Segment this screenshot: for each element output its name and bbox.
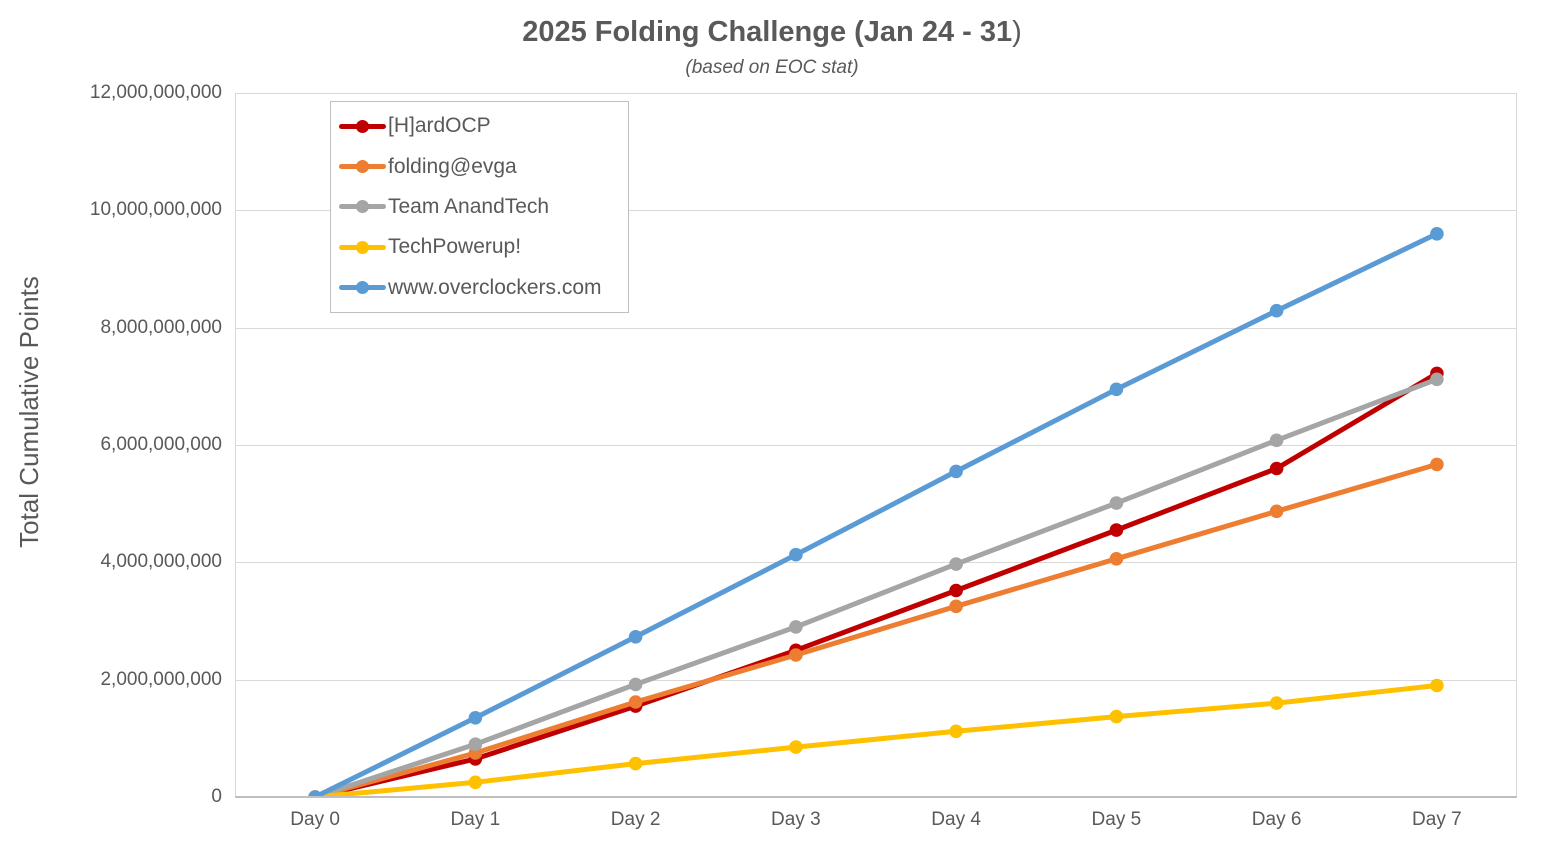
chart-title: 2025 Folding Challenge (Jan 24 - 31) bbox=[0, 16, 1544, 49]
data-point-dot bbox=[789, 620, 803, 634]
legend-line-marker-icon bbox=[339, 200, 386, 214]
legend-line-marker-icon bbox=[339, 240, 386, 254]
y-tick-label: 2,000,000,000 bbox=[100, 668, 222, 690]
gridline bbox=[235, 93, 1517, 94]
legend-label: [H]ardOCP bbox=[388, 114, 491, 138]
x-tick-label: Day 6 bbox=[1251, 809, 1302, 830]
data-point-dot bbox=[1269, 433, 1284, 448]
data-point-dot bbox=[1269, 504, 1284, 519]
data-point-dot bbox=[1109, 523, 1124, 537]
legend-line-marker-icon bbox=[339, 119, 386, 133]
legend-marker-dot bbox=[356, 160, 369, 174]
legend-item: www.overclockers.com bbox=[339, 276, 628, 300]
data-point-dot bbox=[789, 547, 803, 562]
legend-marker-dot bbox=[356, 281, 369, 295]
x-tick-label: Day 5 bbox=[1091, 809, 1142, 830]
data-point-dot bbox=[1269, 461, 1284, 476]
data-point-dot bbox=[789, 740, 803, 754]
data-point-dot bbox=[1269, 303, 1284, 318]
data-point-dot bbox=[1430, 678, 1444, 693]
x-axis-line bbox=[235, 796, 1517, 798]
series-line bbox=[312, 231, 1440, 797]
y-tick-label: 8,000,000,000 bbox=[100, 316, 222, 338]
y-tick-label: 4,000,000,000 bbox=[100, 551, 222, 573]
plot-area bbox=[235, 93, 1517, 798]
x-tick-label: Day 3 bbox=[771, 809, 821, 830]
legend: [H]ardOCP folding@evga Team AnandTech TechP… bbox=[330, 101, 629, 313]
chart-title-main: 2025 Folding Challenge (Jan 24 - 31 bbox=[522, 16, 1013, 48]
legend-label: TechPowerup! bbox=[388, 235, 522, 259]
series-line bbox=[312, 376, 1440, 797]
legend-line-marker-icon bbox=[339, 281, 386, 295]
y-tick-label: 6,000,000,000 bbox=[100, 434, 222, 455]
x-tick-label: Day 4 bbox=[931, 809, 981, 830]
y-tick-label: 0 bbox=[211, 786, 222, 807]
legend-label: folding@evga bbox=[388, 154, 517, 178]
data-point-dot bbox=[1109, 382, 1124, 397]
series-plot bbox=[308, 227, 1444, 797]
data-point-dot bbox=[628, 695, 643, 709]
data-point-dot bbox=[949, 724, 963, 739]
legend-item: TechPowerup! bbox=[339, 235, 628, 259]
data-point-dot bbox=[308, 790, 322, 797]
legend-item: Team AnandTech bbox=[339, 195, 628, 219]
data-point-dot bbox=[1109, 709, 1124, 724]
legend-label: Team AnandTech bbox=[388, 194, 550, 218]
gridline bbox=[235, 445, 1517, 446]
series-line bbox=[312, 461, 1440, 797]
data-point-dot bbox=[949, 599, 963, 614]
data-point-dot bbox=[628, 756, 643, 771]
data-point-dot bbox=[1269, 696, 1284, 710]
legend-marker-dot bbox=[356, 119, 369, 133]
data-point-dot bbox=[1109, 496, 1124, 510]
series-line bbox=[312, 370, 1440, 797]
chart-title-paren: ) bbox=[1012, 16, 1022, 48]
legend-line-marker-icon bbox=[339, 160, 386, 174]
x-tick-label: Day 2 bbox=[610, 809, 661, 830]
series-line bbox=[312, 683, 1440, 797]
data-point-dot bbox=[468, 775, 483, 790]
chart-subtitle: (based on EOC stat) bbox=[685, 57, 859, 78]
x-tick-label: Day 0 bbox=[290, 809, 340, 830]
data-point-dot bbox=[1109, 552, 1124, 566]
legend-item: folding@evga bbox=[339, 155, 628, 179]
data-point-dot bbox=[468, 711, 483, 725]
data-point-dot bbox=[1430, 457, 1444, 472]
data-point-dot bbox=[1430, 372, 1444, 387]
y-tick-label: 12,000,000,000 bbox=[89, 82, 222, 103]
gridline bbox=[235, 210, 1517, 212]
data-point-dot bbox=[789, 648, 803, 662]
data-point-dot bbox=[1430, 227, 1444, 241]
x-tick-label: Day 7 bbox=[1412, 809, 1462, 830]
legend-label: www.overclockers.com bbox=[388, 275, 602, 299]
gridline bbox=[235, 562, 1517, 564]
legend-item: [H]ardOCP bbox=[339, 114, 628, 138]
gridline bbox=[235, 327, 1517, 329]
gridline bbox=[235, 679, 1517, 681]
legend-marker-dot bbox=[356, 200, 369, 214]
data-point-dot bbox=[628, 630, 643, 644]
y-tick-label: 10,000,000,000 bbox=[89, 199, 222, 221]
data-point-dot bbox=[949, 464, 963, 479]
data-point-dot bbox=[628, 677, 643, 692]
data-point-dot bbox=[468, 737, 483, 751]
x-tick-label: Day 1 bbox=[450, 809, 501, 830]
legend-marker-dot bbox=[356, 240, 369, 254]
data-point-dot bbox=[949, 583, 963, 598]
data-point-dot bbox=[949, 557, 963, 571]
